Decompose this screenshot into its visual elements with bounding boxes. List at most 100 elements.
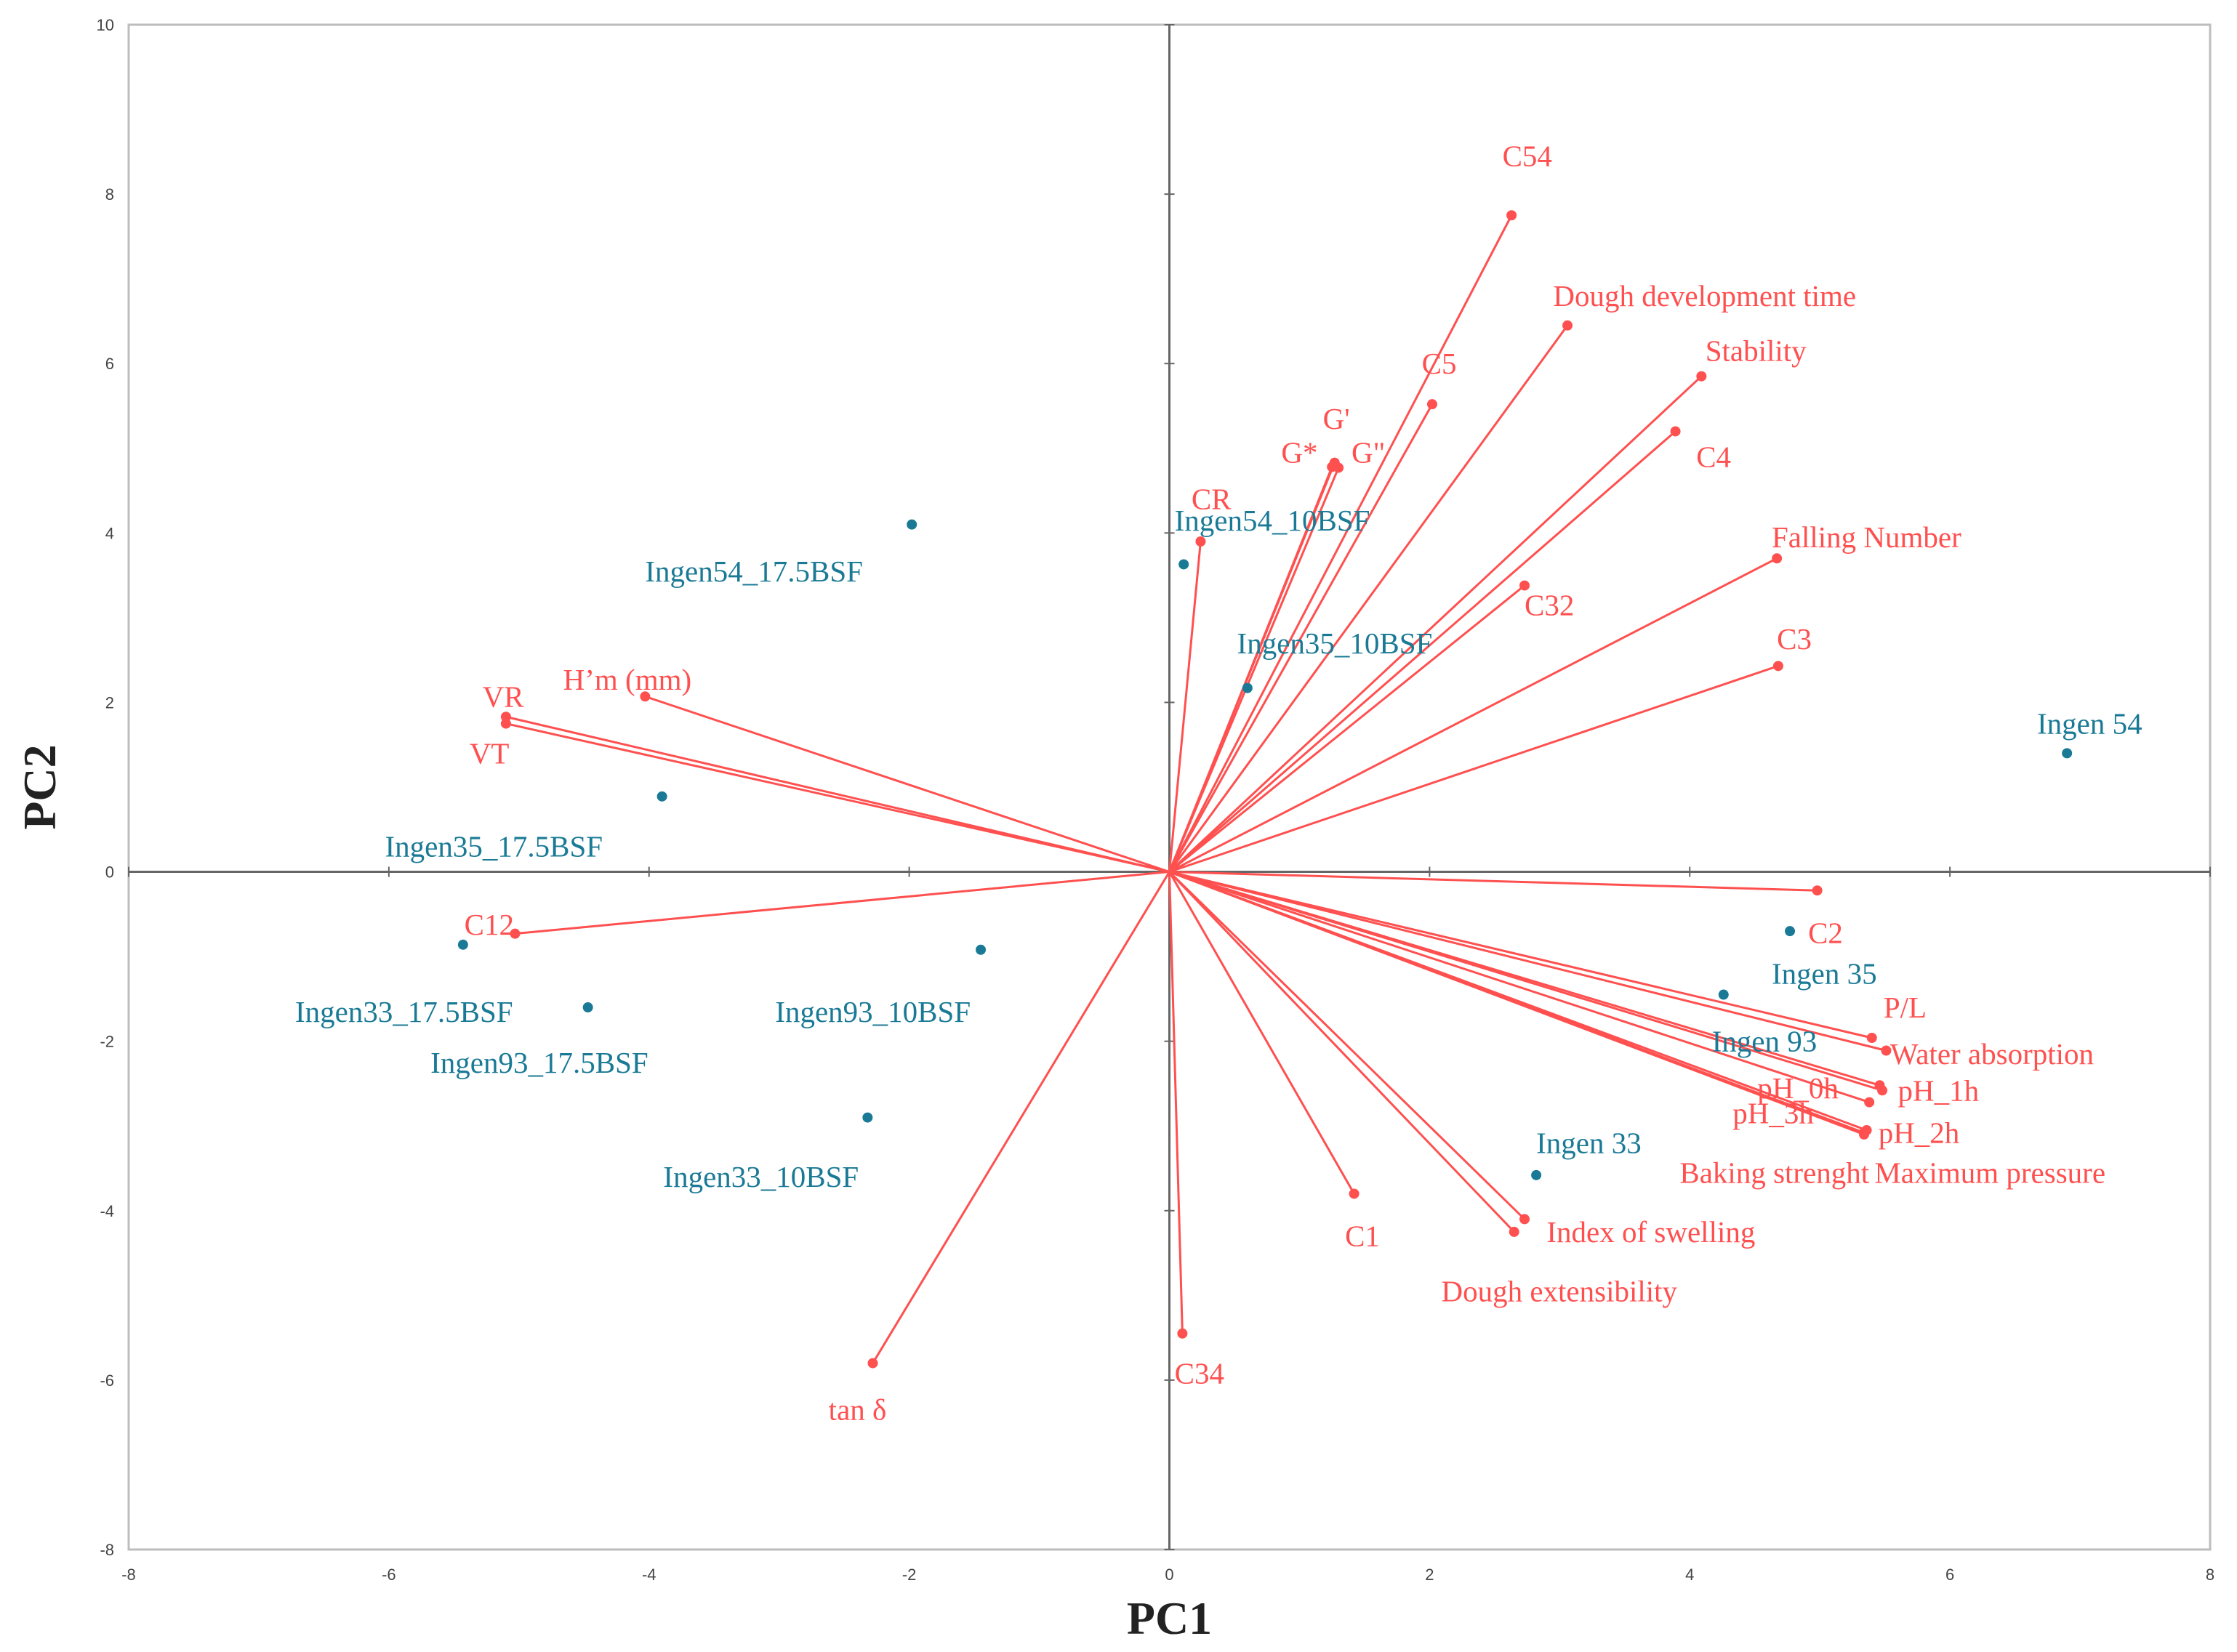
variable-label: Dough development time (1553, 279, 1856, 313)
variable-label: CR (1192, 483, 1232, 516)
plot-area (127, 23, 2212, 1551)
variable-vector (1168, 375, 1703, 873)
variable-vector (1169, 871, 1818, 892)
observation-label: Ingen93_10BSF (775, 995, 971, 1028)
variable-vector (1168, 584, 1525, 873)
x-tick-label: -8 (121, 1566, 136, 1584)
variable-label: Falling Number (1772, 520, 1961, 554)
y-tick-label: 2 (105, 693, 114, 712)
observation-points (457, 519, 2073, 1180)
observation-label: Ingen93_17.5BSF (430, 1046, 648, 1079)
observation-point (862, 1112, 873, 1123)
variable-label: Baking strenght (1679, 1156, 1869, 1189)
variable-point (1519, 580, 1530, 591)
y-axis-title: PC2 (14, 744, 65, 829)
variable-labels: C54 Dough development time Stability C5 G'G*… (465, 140, 2105, 1427)
variable-vector (1169, 871, 1883, 1092)
variable-label: Stability (1706, 334, 1807, 368)
variable-point (1670, 426, 1681, 437)
variable-label: Dough extensibility (1441, 1275, 1677, 1308)
observation-point (907, 519, 917, 530)
variable-vector (1168, 430, 1676, 873)
x-tick-label: -6 (382, 1566, 396, 1584)
variable-point (1877, 1085, 1888, 1096)
observation-point (457, 939, 468, 950)
x-axis-title: PC1 (1127, 1592, 1212, 1644)
observation-point (1242, 682, 1253, 693)
variable-label: C54 (1503, 140, 1552, 173)
variable-vector (1168, 324, 1569, 873)
observation-label: Ingen 54 (2037, 707, 2142, 741)
variable-point (510, 928, 521, 939)
y-tick-label: 10 (97, 16, 114, 34)
variable-label: tan δ (829, 1393, 887, 1427)
variable-label: VR (483, 680, 525, 713)
y-tick-label: 4 (105, 524, 114, 542)
observation-label: Ingen54_17.5BSF (645, 555, 863, 588)
y-tick-label: 0 (105, 863, 114, 882)
observation-label: Ingen54_10BSF (1175, 504, 1370, 537)
variable-point (1177, 1328, 1188, 1339)
variable-vector (1168, 871, 1184, 1334)
variable-label: P/L (1884, 991, 1927, 1024)
variable-point (640, 691, 651, 702)
variable-label: C2 (1808, 916, 1843, 949)
x-tick-label: 6 (1945, 1566, 1954, 1584)
variable-point (1519, 1214, 1530, 1225)
y-tick-label: 8 (105, 185, 114, 204)
x-tick-label: 4 (1685, 1566, 1694, 1584)
variable-label: VT (470, 736, 510, 770)
observation-point (1785, 926, 1796, 937)
y-tick-label: -4 (100, 1202, 114, 1220)
variable-label: pH_2h (1879, 1116, 1960, 1150)
variable-point (1506, 210, 1517, 221)
observation-point (1531, 1169, 1542, 1180)
variable-label: Maximum pressure (1874, 1156, 2105, 1189)
variable-vector (1169, 664, 1779, 873)
variable-point (1772, 553, 1783, 564)
variable-vector (1169, 871, 1887, 1052)
x-tick-label: 2 (1425, 1566, 1434, 1584)
observation-label: Ingen33_17.5BSF (295, 995, 513, 1028)
variable-label: C3 (1777, 622, 1812, 656)
observation-label: Ingen 33 (1536, 1127, 1642, 1160)
y-ticks: -8 -6 -4 -2 0 2 4 6 8 10 (97, 16, 1175, 1559)
variable-label: C32 (1525, 588, 1574, 621)
observation-label: Ingen33_10BSF (663, 1160, 859, 1193)
variable-vector (1168, 557, 1778, 873)
variable-label: G" (1352, 436, 1385, 470)
variable-vector (1168, 467, 1340, 873)
variable-point (867, 1358, 878, 1369)
variable-label: Index of swelling (1546, 1215, 1755, 1249)
observation-point (2062, 748, 2073, 759)
variable-point (1333, 462, 1344, 473)
variable-label: pH_1h (1898, 1073, 1980, 1107)
variable-vector (1168, 541, 1202, 872)
variable-point (1864, 1097, 1875, 1108)
variable-label: G* (1281, 436, 1317, 470)
y-tick-label: -6 (100, 1371, 114, 1390)
observation-point (1718, 989, 1729, 1000)
variable-vector (1168, 871, 1355, 1195)
variable-point (1696, 371, 1707, 382)
variable-point (1562, 320, 1573, 331)
observation-point (656, 791, 667, 802)
y-tick-label: -8 (100, 1541, 114, 1559)
variable-label: G' (1323, 402, 1350, 435)
variable-vector (505, 722, 1170, 874)
observation-point (582, 1002, 593, 1013)
variable-label: C12 (465, 908, 514, 941)
variable-point (1426, 399, 1437, 410)
variable-vector (644, 695, 1170, 873)
x-tick-label: 8 (2206, 1566, 2214, 1584)
observation-labels: Ingen54_17.5BSF Ingen54_10BSF Ingen35_10BS… (295, 504, 2142, 1193)
variable-point (1866, 1033, 1877, 1044)
variable-label: C34 (1175, 1357, 1224, 1390)
variable-point (1859, 1129, 1870, 1140)
variable-label: C1 (1345, 1220, 1380, 1253)
variable-label: C5 (1422, 347, 1457, 380)
x-tick-label: -2 (902, 1566, 917, 1584)
variable-label: Water absorption (1890, 1037, 2094, 1071)
x-tick-label: -4 (642, 1566, 656, 1584)
